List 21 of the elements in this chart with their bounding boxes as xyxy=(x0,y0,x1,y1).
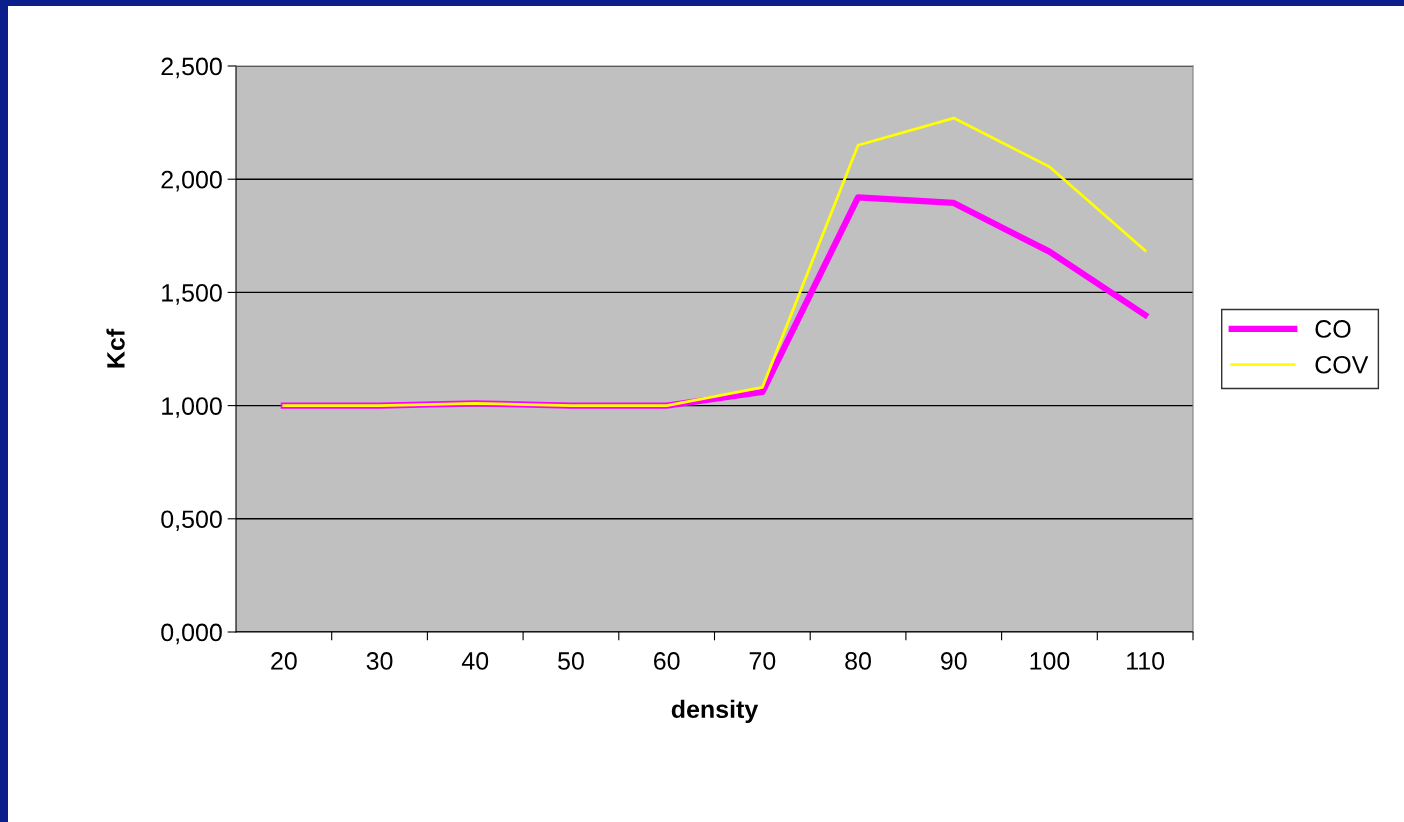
x-tick-label: 70 xyxy=(749,652,776,670)
y-tick-label: 2,500 xyxy=(161,57,222,79)
y-tick-label: 1,000 xyxy=(162,397,222,418)
x-tick-label: 50 xyxy=(558,652,584,670)
x-axis-title: density xyxy=(671,699,759,724)
x-tick-label: 90 xyxy=(941,652,967,670)
x-tick-label: 80 xyxy=(845,652,871,670)
x-tick-label: 110 xyxy=(1127,652,1165,670)
legend-label: COV xyxy=(1315,355,1369,374)
x-tick-label: 100 xyxy=(1030,652,1070,670)
x-tick-label: 30 xyxy=(366,652,393,670)
y-tick-label: 1,500 xyxy=(162,284,222,305)
y-tick-label: 0,000 xyxy=(161,623,222,645)
x-tick-label: 20 xyxy=(271,652,297,670)
y-tick-label: 0,500 xyxy=(161,510,222,532)
y-tick-label: 2,000 xyxy=(161,170,222,192)
line-series xyxy=(282,116,1147,407)
legend-label: CO xyxy=(1315,320,1351,338)
x-tick-label: 40 xyxy=(461,652,489,670)
y-axis-title: Kcf xyxy=(106,328,125,368)
x-tick-label: 60 xyxy=(654,652,680,670)
